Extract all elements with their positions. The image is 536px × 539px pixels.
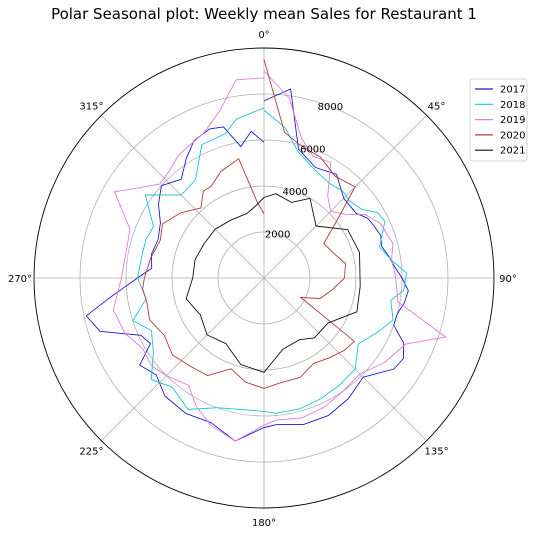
chart-title: Polar Seasonal plot: Weekly mean Sales f… [51,5,477,23]
radial-tick-label: 4000 [282,187,307,198]
legend-label: 2018 [500,100,525,111]
grid-spoke [101,278,264,441]
angle-tick-label: 315° [79,101,103,112]
radial-tick-label: 6000 [300,145,325,156]
legend-label: 2017 [500,85,525,96]
series-layer [86,60,445,442]
polar-grid [34,48,494,508]
angle-tick-label: 0° [258,30,269,41]
legend-label: 2020 [500,130,525,141]
legend: 2017 2018 2019 2020 2021 [470,79,527,161]
legend-label: 2019 [500,115,525,126]
angle-tick-label: 135° [424,447,448,458]
series-line-2021 [186,194,360,373]
radial-tick-label: 8000 [318,102,343,113]
angle-tick-label: 180° [252,518,276,529]
angle-tick-label: 90° [499,274,517,285]
series-line-2019 [113,71,445,441]
angle-tick-label: 45° [428,101,446,112]
angle-tick-label: 225° [79,447,103,458]
radial-tick-label: 2000 [265,230,290,241]
angle-tick-label: 270° [8,274,32,285]
legend-label: 2021 [500,146,525,157]
